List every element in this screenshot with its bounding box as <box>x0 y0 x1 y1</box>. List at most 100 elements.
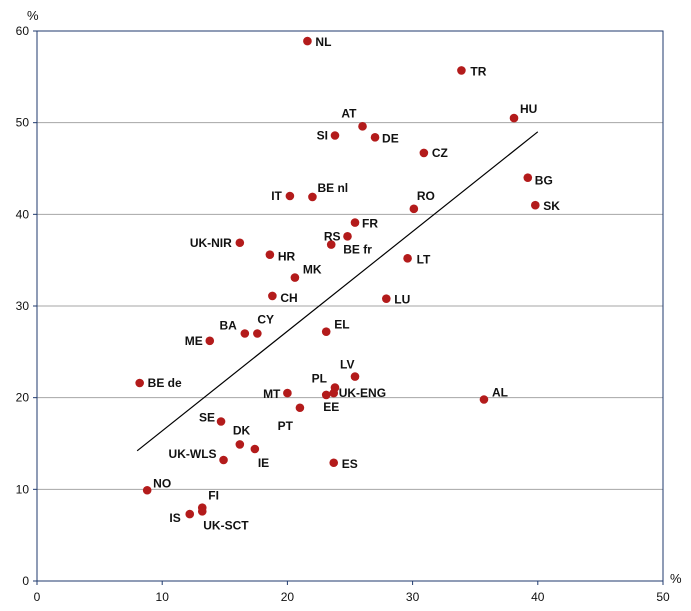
data-label: LU <box>394 293 410 307</box>
data-point <box>219 455 228 465</box>
data-point <box>409 204 419 214</box>
y-tick-label: 20 <box>16 391 30 405</box>
data-point <box>343 232 352 241</box>
data-label: EE <box>323 400 339 414</box>
data-point <box>330 131 340 140</box>
data-label: LT <box>417 252 431 266</box>
data-point <box>135 378 144 388</box>
data-point <box>197 507 207 516</box>
data-label: HR <box>278 250 296 264</box>
data-point <box>321 390 331 400</box>
data-label: BE fr <box>343 243 372 257</box>
data-point <box>185 509 195 519</box>
data-label: SK <box>543 199 560 213</box>
data-label: EL <box>334 318 349 332</box>
data-point <box>290 273 300 282</box>
data-label: MT <box>263 387 281 401</box>
data-point <box>326 240 336 249</box>
x-tick-label: 20 <box>281 590 295 604</box>
data-point <box>403 254 412 263</box>
data-label: MK <box>303 263 322 277</box>
data-label: LV <box>340 358 354 372</box>
data-point <box>240 329 250 338</box>
data-label: UK-WLS <box>169 447 217 461</box>
data-label: UK-NIR <box>190 236 232 250</box>
x-axis-unit-label: % <box>670 571 682 586</box>
y-axis-unit-label: % <box>27 8 39 23</box>
data-point <box>253 329 262 338</box>
data-label: UK-ENG <box>339 386 386 400</box>
data-label: IE <box>258 456 269 470</box>
data-label: AT <box>341 106 357 120</box>
data-point <box>419 148 429 158</box>
data-label: UK-SCT <box>203 518 249 532</box>
data-point <box>509 113 519 123</box>
data-label: DK <box>233 423 251 437</box>
data-label: SI <box>317 129 328 143</box>
data-label: BE de <box>148 376 182 390</box>
x-tick-label: 30 <box>406 590 420 604</box>
data-label: SE <box>199 411 215 425</box>
data-label: BG <box>535 174 553 188</box>
data-point <box>295 403 305 413</box>
y-axis-ticks: 0 10 20 30 40 50 60 <box>16 24 37 588</box>
data-point <box>530 200 540 210</box>
x-tick-label: 40 <box>531 590 545 604</box>
data-points <box>135 36 540 519</box>
data-point <box>370 133 380 142</box>
y-tick-label: 30 <box>16 299 30 313</box>
data-point <box>283 388 292 398</box>
y-tick-label: 60 <box>16 24 30 38</box>
data-label: NO <box>153 476 171 490</box>
y-tick-label: 40 <box>16 207 30 221</box>
y-tick-label: 0 <box>22 574 29 588</box>
gridlines <box>37 122 663 490</box>
data-label: RS <box>324 229 341 243</box>
data-point <box>216 417 226 426</box>
data-label: AL <box>492 386 508 400</box>
data-label: ES <box>342 457 358 471</box>
x-tick-label: 50 <box>656 590 670 604</box>
data-point <box>457 66 466 75</box>
data-label: FI <box>208 489 219 503</box>
data-label: PT <box>278 419 294 433</box>
y-tick-label: 10 <box>16 482 30 496</box>
data-point <box>235 238 245 248</box>
data-label: PL <box>312 372 327 386</box>
data-label: BE nl <box>317 181 348 195</box>
data-point <box>285 191 295 201</box>
data-point <box>382 294 391 303</box>
data-label: NL <box>315 35 331 49</box>
data-point <box>250 444 260 454</box>
data-label: ME <box>185 334 203 348</box>
data-label: BA <box>219 319 237 333</box>
x-tick-label: 0 <box>34 590 41 604</box>
data-label: IS <box>169 511 180 525</box>
data-point <box>350 218 360 227</box>
data-point <box>358 122 367 131</box>
data-label: DE <box>382 131 399 145</box>
data-point <box>329 388 339 398</box>
data-point <box>479 395 489 404</box>
data-point <box>329 458 339 468</box>
data-label: CH <box>280 291 297 305</box>
data-point <box>142 485 152 495</box>
data-point <box>303 36 312 46</box>
data-point <box>308 192 317 202</box>
data-label: TR <box>470 64 486 78</box>
data-label: HU <box>520 102 537 116</box>
data-point <box>268 291 277 301</box>
y-tick-label: 50 <box>16 116 30 130</box>
data-point <box>350 372 360 381</box>
data-label: CZ <box>432 146 448 160</box>
x-tick-label: 10 <box>156 590 170 604</box>
data-point <box>321 327 331 336</box>
data-point <box>523 173 533 182</box>
data-point <box>235 440 245 449</box>
data-point <box>205 336 215 346</box>
data-label: RO <box>417 189 435 203</box>
data-label: IT <box>271 189 282 203</box>
data-point <box>265 250 275 259</box>
